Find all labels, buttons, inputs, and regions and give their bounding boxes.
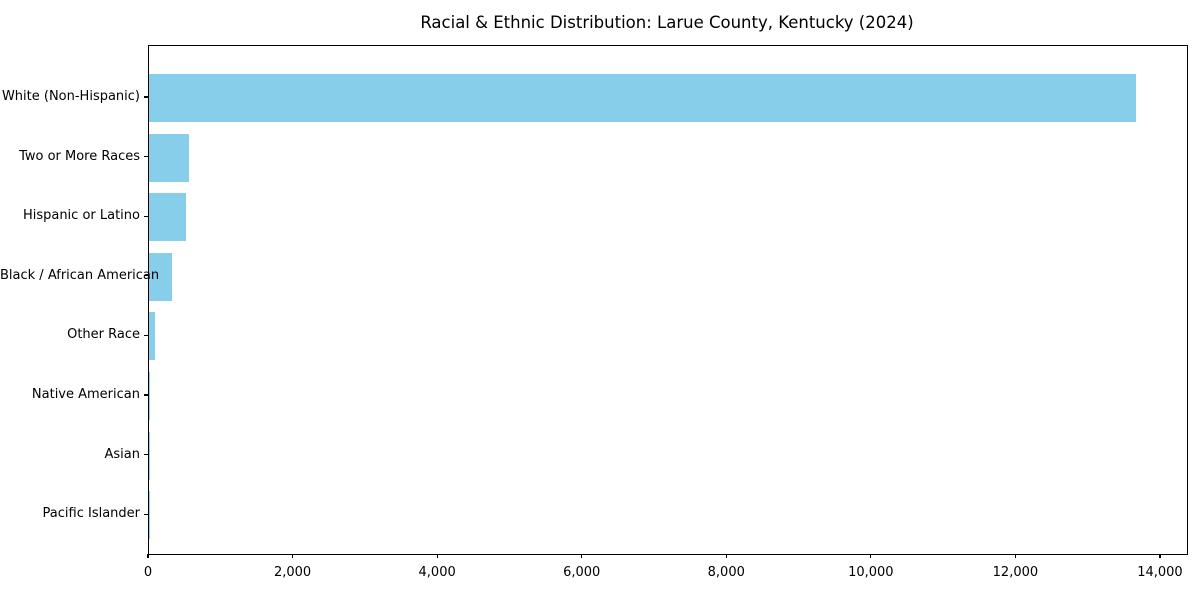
y-axis-label: Hispanic or Latino <box>22 208 140 224</box>
chart-title: Racial & Ethnic Distribution: Larue Coun… <box>420 13 914 32</box>
y-tick <box>144 513 148 515</box>
y-axis-label: Pacific Islander <box>42 506 140 522</box>
x-tick <box>291 554 294 558</box>
y-tick <box>144 215 148 217</box>
y-axis-label: Asian <box>104 446 140 462</box>
y-tick <box>144 96 148 98</box>
x-tick-label: 12,000 <box>992 565 1039 580</box>
bar <box>149 252 173 301</box>
x-tick-label: 2,000 <box>273 565 312 580</box>
x-tick-label: 8,000 <box>707 565 745 580</box>
x-tick <box>581 554 583 558</box>
x-tick <box>147 554 149 558</box>
x-tick-label: 4,000 <box>418 565 456 580</box>
y-axis-label: White (Non-Hispanic) <box>1 89 140 104</box>
x-tick-label: 14,000 <box>1137 565 1183 580</box>
bar <box>149 431 150 480</box>
bar <box>149 312 156 361</box>
x-tick-label: 10,000 <box>848 565 894 580</box>
plot-area <box>148 45 1188 555</box>
x-tick <box>1014 554 1016 558</box>
y-axis-label: Other Race <box>67 327 140 343</box>
bar <box>149 74 1136 122</box>
y-axis-label: Native American <box>31 387 140 402</box>
x-tick <box>870 554 872 558</box>
y-tick <box>144 275 148 277</box>
y-tick <box>144 394 148 396</box>
y-axis-label: Black / African American <box>0 267 160 283</box>
bar <box>149 133 189 182</box>
x-tick-label: 6,000 <box>563 565 601 580</box>
bar <box>149 193 187 242</box>
x-tick <box>1159 554 1161 558</box>
x-tick <box>725 554 727 558</box>
y-tick <box>144 334 148 336</box>
x-tick <box>436 554 438 558</box>
bar <box>149 372 151 420</box>
y-tick <box>144 156 148 158</box>
y-axis-label: Two or More Races <box>19 148 140 164</box>
x-tick-label: 0 <box>143 565 153 580</box>
y-tick <box>144 454 148 456</box>
